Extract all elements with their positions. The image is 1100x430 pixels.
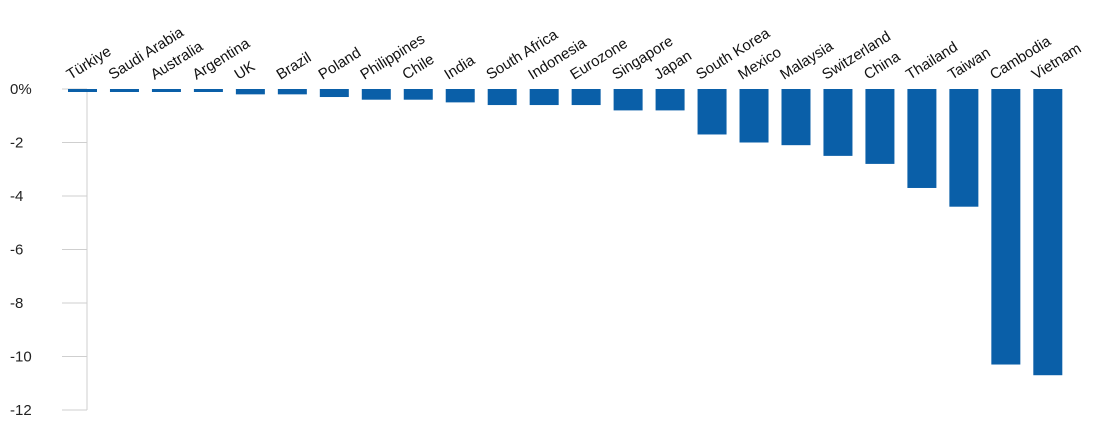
bar-indonesia <box>529 89 559 106</box>
bar-japan <box>655 89 685 111</box>
bar-uk <box>235 89 265 95</box>
bar-cambodia <box>991 89 1021 365</box>
bar-eurozone <box>571 89 601 106</box>
bar-chile <box>403 89 433 100</box>
y-tick-label: -10 <box>10 349 32 366</box>
category-label: Poland <box>315 44 364 83</box>
bar-taiwan <box>949 89 979 207</box>
y-axis: 0% -2 -4 -6 -8 -10 -12 <box>10 81 88 419</box>
bar-vietnam <box>1033 89 1063 376</box>
bar-india <box>445 89 475 103</box>
category-label: Brazil <box>273 49 314 83</box>
y-tick-label: -12 <box>10 402 32 419</box>
bar-australia <box>151 89 181 92</box>
y-tick-label: -8 <box>10 295 23 312</box>
bar-t-rkiye <box>68 89 97 92</box>
y-tick-label: -2 <box>10 135 23 152</box>
y-tick-label: -6 <box>10 242 23 259</box>
category-label: India <box>441 51 478 83</box>
y-tick-label: 0% <box>10 81 32 98</box>
bars <box>68 89 1063 376</box>
category-label: UK <box>231 58 258 83</box>
bar-brazil <box>277 89 307 95</box>
bar-switzerland <box>823 89 853 156</box>
category-label: Türkiye <box>64 43 115 83</box>
bar-argentina <box>193 89 223 92</box>
bar-south-korea <box>697 89 727 135</box>
bar-china <box>865 89 895 164</box>
bar-poland <box>319 89 349 98</box>
bar-mexico <box>739 89 769 143</box>
bar-south-africa <box>487 89 517 106</box>
bar-malaysia <box>781 89 811 146</box>
bar-thailand <box>907 89 937 188</box>
bar-philippines <box>361 89 391 100</box>
bar-singapore <box>613 89 643 111</box>
bar-saudi-arabia <box>109 89 139 92</box>
y-tick-label: -4 <box>10 188 23 205</box>
